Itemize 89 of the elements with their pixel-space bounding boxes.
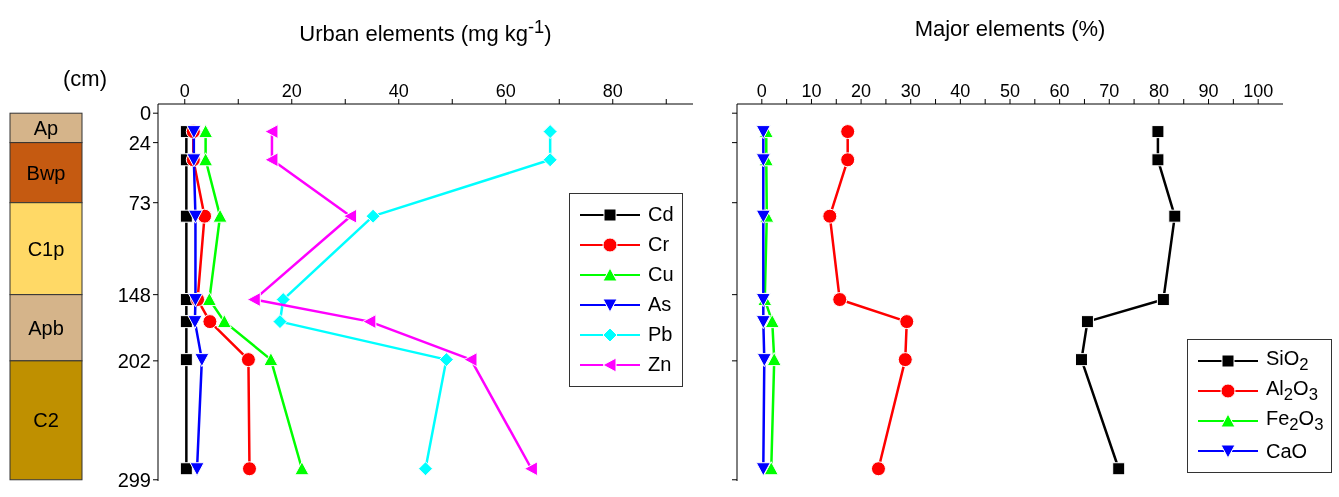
text: C2 xyxy=(33,409,59,432)
legend-label: Cd xyxy=(648,203,674,226)
point xyxy=(1080,315,1094,329)
x-tick-label: 50 xyxy=(999,81,1021,101)
point xyxy=(899,314,915,330)
text: Apb xyxy=(28,316,64,339)
point xyxy=(343,208,358,224)
y-axis-title: (cm) xyxy=(63,66,107,92)
point xyxy=(523,461,538,477)
x-tick-label: 0 xyxy=(756,81,767,101)
point xyxy=(755,315,771,330)
point xyxy=(766,352,782,367)
point xyxy=(201,292,217,307)
point xyxy=(198,152,214,167)
text: C1p xyxy=(27,237,65,260)
legend-label: CaO xyxy=(1266,439,1308,463)
x-tick-label: 30 xyxy=(900,81,921,101)
point xyxy=(438,352,454,368)
point xyxy=(542,124,558,140)
point xyxy=(1074,353,1088,367)
x-tick-label: 80 xyxy=(602,81,623,101)
point xyxy=(263,352,279,367)
point xyxy=(764,314,780,329)
point xyxy=(755,462,771,477)
point xyxy=(840,152,856,168)
point xyxy=(272,314,288,330)
point xyxy=(240,352,256,368)
point xyxy=(897,352,913,368)
point xyxy=(246,292,261,308)
y-tick-label: 24 xyxy=(128,131,151,154)
point xyxy=(212,208,228,223)
x-tick-label: 20 xyxy=(281,81,302,101)
point xyxy=(194,353,210,368)
legend-label: Cu xyxy=(648,263,674,286)
y-tick-label: 202 xyxy=(117,349,151,372)
point xyxy=(264,124,279,140)
point xyxy=(1151,125,1165,139)
x-tick-label: 0 xyxy=(179,81,190,101)
y-tick-label: 148 xyxy=(117,283,151,306)
point xyxy=(1168,209,1182,223)
point xyxy=(832,292,848,308)
point xyxy=(198,124,214,139)
x-tick-label: 100 xyxy=(1243,81,1274,101)
point xyxy=(189,462,205,477)
x-tick-label: 60 xyxy=(495,81,516,101)
x-tick-label: 80 xyxy=(1148,81,1169,101)
x-axis-title: Major elements (%) xyxy=(913,16,1107,42)
point xyxy=(216,314,232,329)
point xyxy=(202,314,218,330)
text: Bwp xyxy=(26,161,66,184)
x-tick-label: 40 xyxy=(950,81,971,101)
point xyxy=(187,209,203,224)
x-tick-label: 10 xyxy=(801,81,822,101)
point xyxy=(179,353,193,367)
point xyxy=(1112,462,1126,476)
point xyxy=(755,209,771,224)
point xyxy=(294,461,310,476)
legend-label: Zn xyxy=(648,353,672,376)
x-axis-title: Urban elements (mg kg$^{-1}$) xyxy=(298,16,553,48)
x-tick-label: 70 xyxy=(1099,81,1120,101)
point xyxy=(840,124,856,140)
point xyxy=(365,208,381,224)
point xyxy=(822,208,838,224)
legend-label: Al$_{2}$O$_{3}$ xyxy=(1266,377,1318,405)
x-tick-label: 90 xyxy=(1198,81,1219,101)
point xyxy=(463,352,478,368)
legend-label: As xyxy=(648,293,672,316)
point xyxy=(1151,153,1165,167)
legend-label: Cr xyxy=(648,233,670,256)
x-tick-label: 60 xyxy=(1049,81,1070,101)
point xyxy=(756,353,772,368)
point xyxy=(264,152,279,168)
y-tick-label: 299 xyxy=(117,468,151,491)
y-tick-label: 73 xyxy=(128,191,151,214)
point xyxy=(179,462,193,476)
legend-label: Fe$_{2}$O$_{3}$ xyxy=(1266,407,1324,435)
y-tick-label: 0 xyxy=(139,102,151,125)
legend-label: SiO$_{2}$ xyxy=(1266,347,1309,375)
point xyxy=(187,315,203,330)
point xyxy=(418,461,433,477)
point xyxy=(1156,293,1170,307)
x-tick-label: 40 xyxy=(388,81,409,101)
text: Ap xyxy=(33,116,59,139)
point xyxy=(870,461,886,477)
point xyxy=(241,461,257,477)
legend-label: Pb xyxy=(648,323,673,346)
point xyxy=(542,152,558,168)
x-tick-label: 20 xyxy=(851,81,872,101)
point xyxy=(362,314,377,330)
